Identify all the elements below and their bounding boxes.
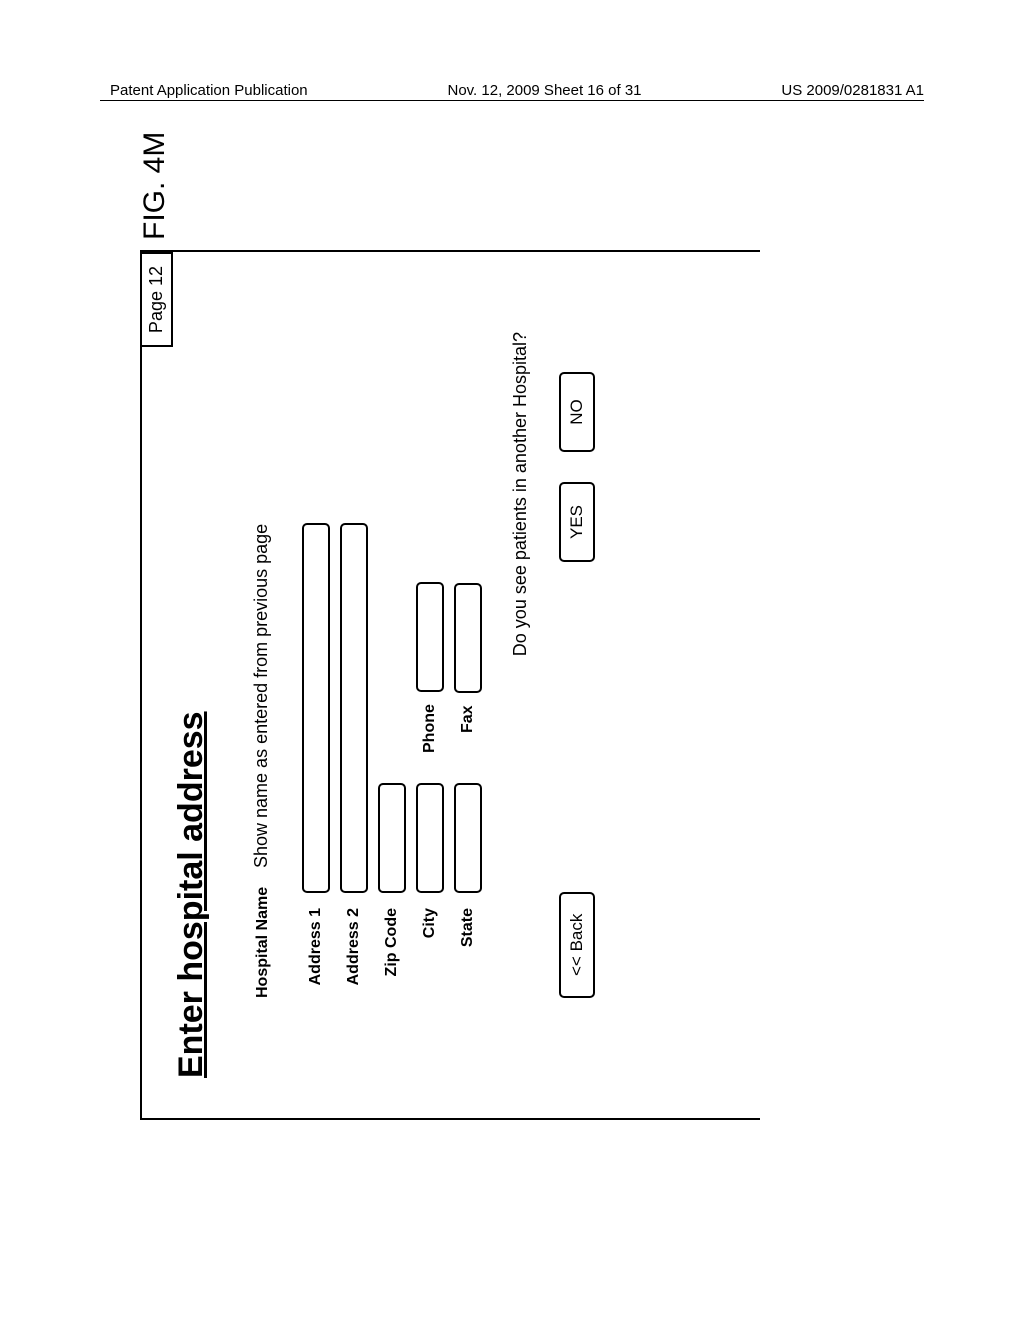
header-right: US 2009/0281831 A1 [781,82,924,99]
back-button[interactable]: << Back [559,892,595,998]
header-left: Patent Application Publication [110,82,308,99]
state-row: State Fax [454,272,482,998]
figure-label: FIG. 4M [138,132,172,240]
hospital-name-value: Show name as entered from previous page [251,524,272,868]
address2-label: Address 2 [345,893,363,998]
header-divider [100,100,924,101]
form-body: Hospital Name Show name as entered from … [251,272,595,998]
yes-no-group: YES NO [559,372,595,562]
no-button[interactable]: NO [559,372,595,452]
figure-container: FIG. 4M Page 12 Enter hospital address H… [100,180,924,1180]
hospital-name-label: Hospital Name [254,868,272,998]
address2-row: Address 2 [340,272,368,998]
zip-input[interactable] [378,783,406,893]
address2-input[interactable] [340,523,368,893]
address1-input[interactable] [302,523,330,893]
zip-row: Zip Code [378,272,406,998]
form-title: Enter hospital address [172,272,211,1078]
phone-input[interactable] [416,582,444,692]
city-input[interactable] [416,783,444,893]
figure-panel: Page 12 Enter hospital address Hospital … [140,250,760,1120]
city-row: City Phone [416,272,444,998]
state-label: State [459,893,477,998]
question-text: Do you see patients in another Hospital? [510,332,531,998]
hospital-name-row: Hospital Name Show name as entered from … [251,272,272,998]
yes-button[interactable]: YES [559,482,595,562]
state-input[interactable] [454,783,482,893]
city-label: City [421,893,439,998]
page-number-box: Page 12 [140,252,173,347]
bottom-button-row: << Back YES NO [559,272,595,998]
page-header: Patent Application Publication Nov. 12, … [0,82,1024,99]
phone-label: Phone [421,704,439,753]
fax-input[interactable] [454,583,482,693]
address1-label: Address 1 [307,893,325,998]
zip-label: Zip Code [383,893,401,998]
fax-label: Fax [459,705,477,733]
header-center: Nov. 12, 2009 Sheet 16 of 31 [447,82,641,99]
address1-row: Address 1 [302,272,330,998]
